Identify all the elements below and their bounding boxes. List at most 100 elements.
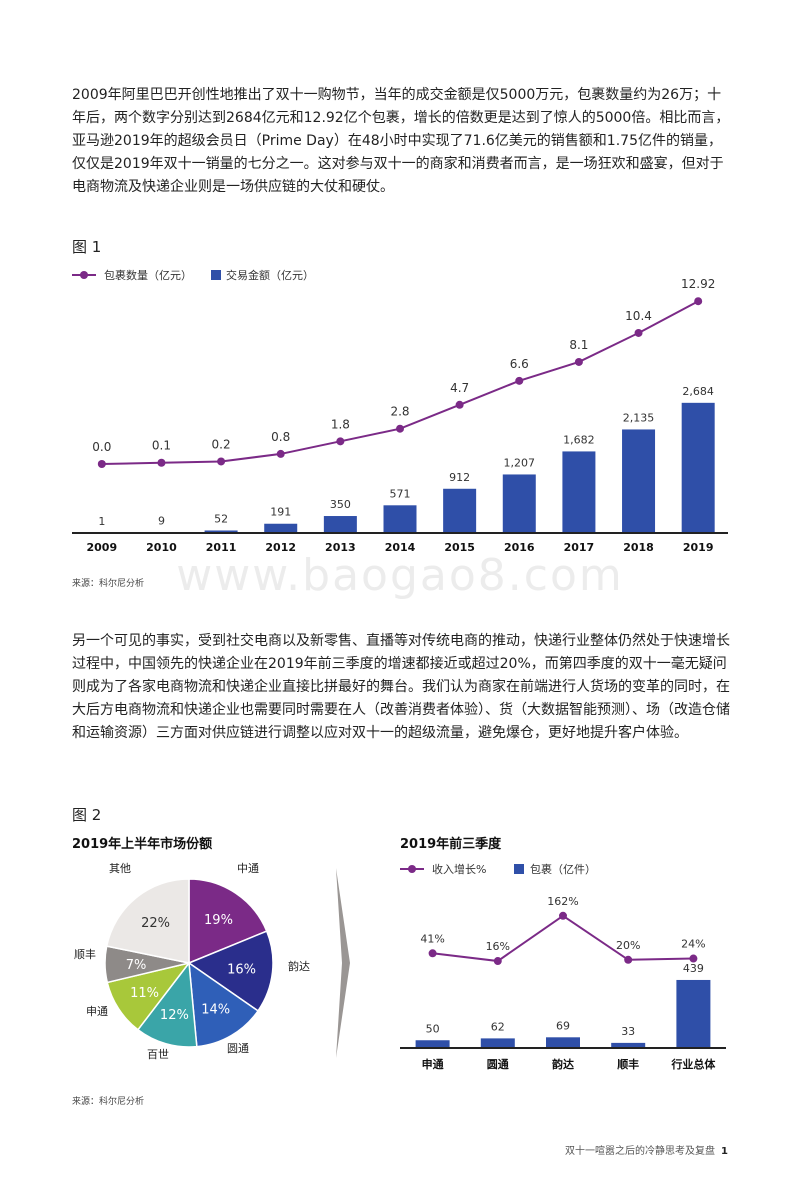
- body-paragraph: 另一个可见的事实，受到社交电商以及新零售、直播等对传统电商的推动，快递行业整体仍…: [72, 633, 730, 741]
- legend-bar-swatch: [211, 270, 221, 280]
- line-value-label: 0.2: [212, 437, 231, 451]
- pie-slice-百世: [136, 961, 198, 1048]
- pie-slice-value: 22%: [141, 916, 170, 931]
- bar-value-label: 69: [556, 1019, 570, 1032]
- line-point: [455, 400, 464, 409]
- line-point: [217, 457, 226, 466]
- line-value-label: 4.7: [450, 381, 469, 395]
- legend-bar-label: 包裹（亿件）: [530, 862, 596, 876]
- line-value-label: 1.8: [331, 417, 350, 431]
- line-value-label: 162%: [547, 895, 578, 908]
- pie-slice-name: 百世: [147, 1048, 169, 1061]
- line-value-label: 24%: [681, 938, 705, 951]
- x-tick-label: 顺丰: [617, 1057, 639, 1071]
- figure-2-source: 来源：科尔尼分析: [72, 1097, 145, 1107]
- pie-slice-圆通: [188, 961, 260, 1048]
- legend-bar-label: 交易金额（亿元）: [226, 268, 314, 282]
- line-value-label: 16%: [486, 940, 510, 953]
- intro-paragraph: 2009年阿里巴巴开创性地推出了双十一购物节，当年的成交金额是仅5000万元，包…: [72, 87, 730, 195]
- figure-2-label: 图 2: [72, 806, 102, 824]
- pie-slice-value: 16%: [227, 963, 256, 978]
- x-tick-label: 2018: [623, 541, 654, 554]
- line-point: [493, 957, 502, 966]
- line-value-label: 8.1: [569, 338, 588, 352]
- watermark: www.baogao8.com: [176, 550, 624, 601]
- x-tick-label: 韵达: [552, 1057, 574, 1071]
- pie-slice-value: 7%: [126, 958, 147, 973]
- bar-value-label: 1,682: [563, 433, 595, 446]
- pie-slice-name: 顺丰: [74, 948, 96, 961]
- line-point: [336, 437, 345, 446]
- line-point: [396, 424, 404, 433]
- bar-2012: [264, 523, 298, 533]
- figure-1-chart: 包裹数量（亿元） 交易金额（亿元） 1 2009 9 2010 52 2011 191 2012 3…: [72, 268, 728, 554]
- line-point: [634, 328, 643, 337]
- line-point: [157, 458, 166, 467]
- pie-slice-name: 申通: [86, 1005, 108, 1018]
- line-value-label: 10.4: [625, 309, 652, 323]
- bar-2015: [443, 488, 477, 533]
- figure-1-source: 来源：科尔尼分析: [72, 579, 145, 589]
- line-point: [428, 949, 437, 958]
- line-series-revenue-growth: [432, 914, 694, 963]
- x-tick-label: 行业总体: [670, 1057, 716, 1071]
- x-tick-label: 2010: [146, 541, 177, 554]
- line-point: [624, 955, 633, 964]
- pie-slice-name: 圆通: [227, 1042, 249, 1055]
- pie-slice-中通: [188, 878, 268, 965]
- bar-value-label: 439: [683, 962, 704, 975]
- line-point: [689, 954, 698, 963]
- line-point: [515, 376, 524, 385]
- chevron-arrow-icon: [336, 868, 350, 1058]
- bar-value-label: 912: [449, 471, 470, 484]
- legend-line-label: 收入增长%: [432, 862, 486, 876]
- pie-slice-其他: [105, 878, 190, 964]
- bar-value-label: 52: [214, 512, 228, 525]
- figure-2-pie-chart: 2019年上半年市场份额 19% 中通 16% 韵达 14% 圆通 12% 百世 11% 申通 7% 顺…: [72, 836, 310, 1061]
- page-footer: 双十一喧嚣之后的冷静思考及复盘 1: [565, 1142, 728, 1157]
- pie-slice-value: 11%: [130, 986, 159, 1001]
- line-point: [276, 449, 285, 458]
- bar-line-title: 2019年前三季度: [400, 836, 502, 852]
- x-tick-label: 申通: [422, 1057, 444, 1071]
- bar-value-label: 2,135: [623, 411, 655, 424]
- bar-value-label: 1,207: [504, 456, 536, 469]
- x-tick-label: 2016: [504, 541, 535, 554]
- bar-行业总体: [676, 979, 711, 1048]
- x-tick-label: 2012: [265, 541, 296, 554]
- line-value-label: 0.1: [152, 439, 171, 453]
- legend-line-marker: [80, 271, 88, 279]
- line-value-label: 12.92: [681, 277, 715, 291]
- pie-slice-value: 14%: [201, 1003, 230, 1018]
- bar-2018: [622, 429, 656, 533]
- page-number: 1: [721, 1146, 728, 1157]
- bar-value-label: 9: [158, 515, 165, 528]
- line-series-package-count: [101, 300, 699, 465]
- line-value-label: 0.8: [271, 430, 290, 444]
- footer-title: 双十一喧嚣之后的冷静思考及复盘: [565, 1146, 716, 1157]
- pie-title: 2019年上半年市场份额: [72, 836, 212, 852]
- line-value-label: 6.6: [510, 357, 529, 371]
- line-value-label: 0.0: [92, 440, 111, 454]
- line-point: [694, 297, 703, 306]
- x-tick-label: 2017: [564, 541, 595, 554]
- x-tick-label: 2014: [385, 541, 416, 554]
- bar-2011: [204, 530, 238, 533]
- bar-申通: [415, 1040, 450, 1048]
- legend-line-marker: [408, 865, 416, 873]
- line-point: [574, 357, 583, 366]
- bar-2016: [502, 474, 536, 533]
- bar-value-label: 2,684: [682, 385, 714, 398]
- pie-slice-name: 其他: [109, 862, 131, 875]
- x-tick-label: 2011: [206, 541, 237, 554]
- bar-韵达: [546, 1037, 580, 1048]
- line-value-label: 2.8: [390, 405, 409, 419]
- line-point: [559, 911, 567, 920]
- pie-slice-韵达: [187, 930, 274, 1012]
- bar-value-label: 191: [270, 506, 291, 519]
- bar-value-label: 50: [426, 1022, 440, 1035]
- bar-顺丰: [611, 1042, 646, 1048]
- x-tick-label: 2009: [87, 541, 118, 554]
- pie-slice-value: 12%: [160, 1008, 189, 1023]
